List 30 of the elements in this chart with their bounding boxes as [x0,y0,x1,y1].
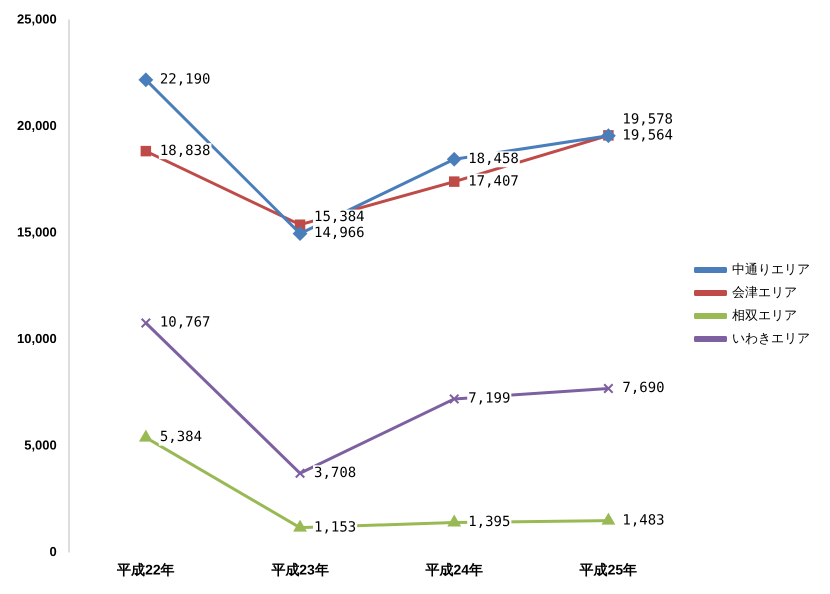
data-label: 17,407 [468,173,519,190]
y-tick-label: 15,000 [16,224,57,240]
data-label: 1,153 [314,519,356,536]
data-label: 18,458 [468,150,519,167]
data-label: 3,708 [314,464,356,481]
data-label: 22,190 [160,71,210,88]
y-tick-label: 0 [50,544,57,559]
legend-label: 会津エリア [732,284,797,300]
x-tick-label: 平成23年 [270,561,329,578]
data-label: 10,767 [160,314,210,331]
x-tick-label: 平成24年 [424,561,484,578]
data-label: 7,690 [622,380,665,396]
data-label: 7,199 [468,390,510,407]
data-label: 18,838 [160,142,210,159]
y-tick-label: 5,000 [24,437,57,452]
x-tick-label: 平成22年 [116,561,175,578]
y-tick-label: 20,000 [16,118,57,134]
data-label: 19,564 [622,127,673,144]
data-label: 5,384 [160,429,202,446]
x-tick-label: 平成25年 [578,561,638,578]
data-label: 15,384 [314,209,365,226]
y-tick-label: 25,000 [16,12,57,27]
data-label: 1,483 [622,512,665,528]
data-label: 14,966 [314,225,365,242]
data-label: 1,395 [468,514,510,530]
legend-label: 相双エリア [732,308,797,323]
legend-label: 中通りエリア [732,262,810,277]
data-label: 19,578 [622,111,673,128]
y-tick-label: 10,000 [16,330,57,346]
legend-label: いわきエリア [732,330,810,346]
